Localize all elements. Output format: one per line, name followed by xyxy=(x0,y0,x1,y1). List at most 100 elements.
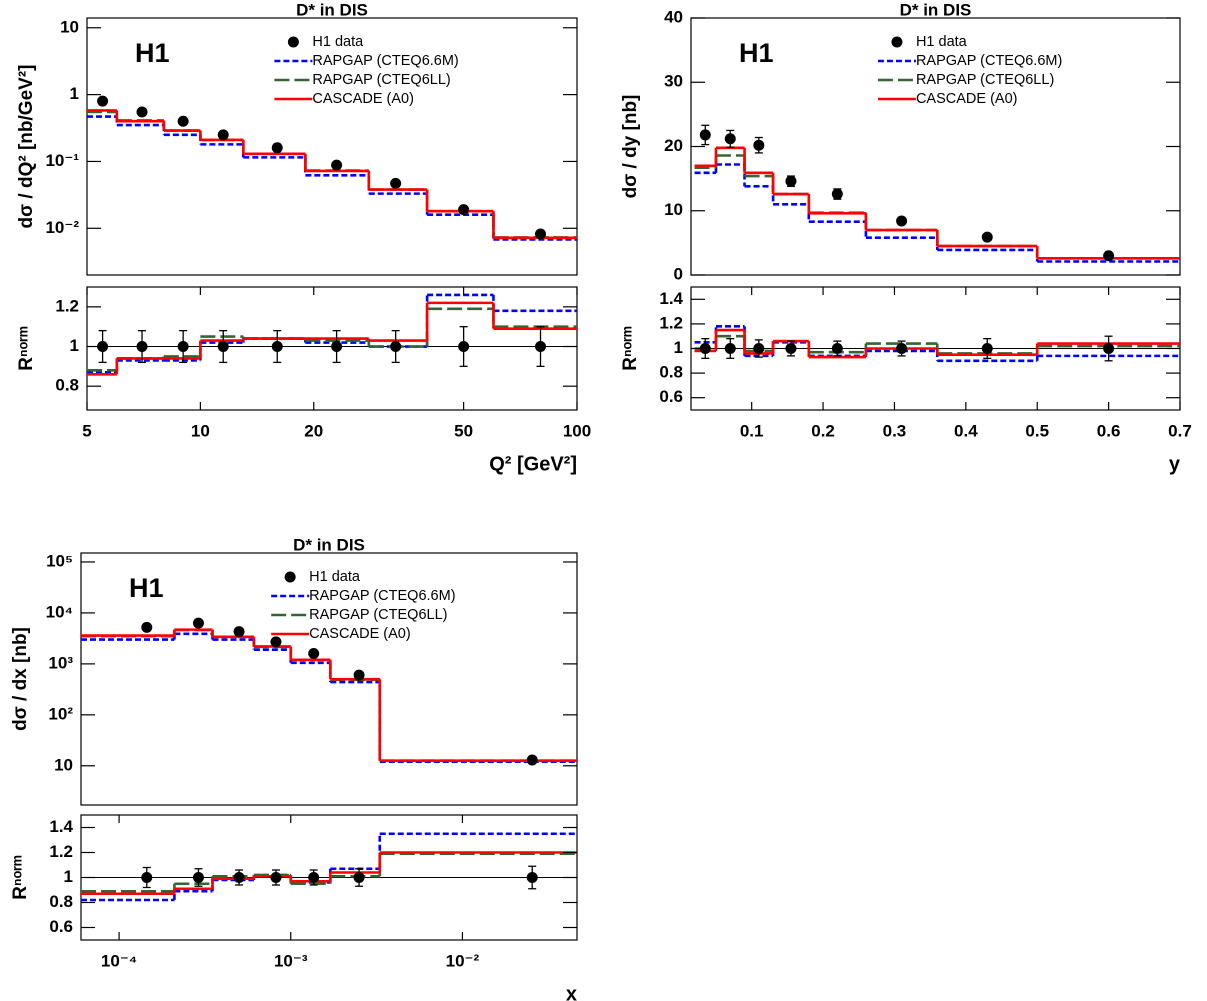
y-tick-label: 10⁴ xyxy=(46,602,73,621)
x-tick-label: 0.3 xyxy=(883,421,907,440)
experiment-label: H1 xyxy=(135,38,170,68)
x-tick-label: 50 xyxy=(454,421,473,440)
x-tick-label: 10 xyxy=(191,421,210,440)
y-tick-label: 1.2 xyxy=(55,296,79,315)
experiment-label: H1 xyxy=(739,38,774,68)
y-tick-label: 0.6 xyxy=(659,387,683,406)
data-point xyxy=(724,133,736,145)
legend-label: RAPGAP (CTEQ6.6M) xyxy=(312,53,458,69)
data-point xyxy=(831,188,843,200)
data-point xyxy=(271,142,283,154)
data-point xyxy=(270,636,282,648)
data-point xyxy=(353,872,365,883)
chart-title: D* in DIS xyxy=(900,0,972,19)
y-tick-label: 1.4 xyxy=(659,289,683,308)
data-point xyxy=(141,621,153,633)
y-tick-label: 1.4 xyxy=(49,817,73,836)
data-point xyxy=(192,872,204,883)
data-point xyxy=(699,129,711,141)
chart-title: D* in DIS xyxy=(296,0,368,19)
y-axis-label: dσ / dx [nb] xyxy=(10,627,31,731)
x-axis-label: x xyxy=(566,983,577,1001)
data-point xyxy=(353,669,365,681)
legend-label: RAPGAP (CTEQ6LL) xyxy=(309,607,447,623)
y-tick-label: 0 xyxy=(674,264,683,283)
data-point xyxy=(192,617,204,629)
x-axis-label: y xyxy=(1169,453,1181,475)
legend-label: RAPGAP (CTEQ6.6M) xyxy=(309,588,455,604)
y-axis-label: Rⁿᵒʳᵐ xyxy=(620,326,641,371)
data-point xyxy=(136,106,148,118)
plot-area xyxy=(87,293,577,376)
y-axis-label: Rⁿᵒʳᵐ xyxy=(16,326,37,371)
y-tick-label: 0.8 xyxy=(49,892,73,911)
data-point xyxy=(308,872,320,883)
data-point xyxy=(177,115,189,127)
data-point xyxy=(271,341,283,353)
legend-label: RAPGAP (CTEQ6LL) xyxy=(312,72,450,88)
data-point xyxy=(831,343,843,354)
plot-area xyxy=(81,832,577,902)
chart-title: D* in DIS xyxy=(293,535,365,554)
y-axis-label: dσ / dy [nb] xyxy=(620,95,641,199)
y-tick-label: 10 xyxy=(60,17,79,36)
y-tick-label: 10² xyxy=(48,704,73,723)
legend-label: H1 data xyxy=(309,569,361,585)
legend-label: RAPGAP (CTEQ6.6M) xyxy=(916,53,1062,69)
plot-area xyxy=(87,95,577,241)
data-point xyxy=(753,343,765,354)
legend-marker xyxy=(284,571,296,583)
legend-label: CASCADE (A0) xyxy=(312,91,414,107)
legend-marker xyxy=(891,36,903,48)
data-point xyxy=(141,872,153,883)
data-point xyxy=(217,129,229,141)
data-point xyxy=(785,175,797,187)
data-point xyxy=(724,343,736,354)
legend-label: H1 data xyxy=(916,34,968,50)
x-tick-label: 0.1 xyxy=(740,421,764,440)
data-point xyxy=(1103,250,1115,262)
y-tick-label: 10 xyxy=(664,200,683,219)
y-axis-label: Rⁿᵒʳᵐ xyxy=(10,855,31,900)
data-point xyxy=(526,754,538,766)
legend-label: H1 data xyxy=(312,34,364,50)
data-point xyxy=(390,341,402,353)
y-tick-label: 10³ xyxy=(48,653,73,672)
legend-marker xyxy=(287,36,299,48)
data-point xyxy=(136,341,148,353)
x-tick-label: 5 xyxy=(82,421,91,440)
data-point xyxy=(699,343,711,354)
data-point xyxy=(981,231,993,243)
data-point xyxy=(458,341,470,353)
data-point xyxy=(785,343,797,354)
y-tick-label: 1 xyxy=(674,338,683,357)
x-tick-label: 0.4 xyxy=(954,421,978,440)
x-axis-label: Q² [GeV²] xyxy=(489,453,577,475)
data-point xyxy=(233,626,245,638)
y-tick-label: 10 xyxy=(54,755,73,774)
y-tick-label: 1.2 xyxy=(49,842,73,861)
data-point xyxy=(233,872,245,883)
y-tick-label: 0.8 xyxy=(55,376,79,395)
x-tick-label: 20 xyxy=(304,421,323,440)
y-tick-label: 10⁻² xyxy=(45,218,79,237)
legend-label: RAPGAP (CTEQ6LL) xyxy=(916,72,1054,88)
y-tick-label: 10⁻¹ xyxy=(45,151,79,170)
data-point xyxy=(177,341,189,353)
data-point xyxy=(97,95,109,107)
data-point xyxy=(1103,343,1115,354)
data-point xyxy=(535,341,547,353)
data-point xyxy=(390,177,402,189)
x-tick-label: 0.5 xyxy=(1025,421,1049,440)
data-point xyxy=(753,139,765,151)
data-point xyxy=(331,159,343,171)
data-point xyxy=(217,341,229,353)
plot-area xyxy=(691,325,1180,363)
data-point xyxy=(308,647,320,659)
y-tick-label: 40 xyxy=(664,7,683,26)
y-tick-label: 0.6 xyxy=(49,917,73,936)
y-tick-label: 1 xyxy=(70,84,79,103)
x-tick-label: 0.6 xyxy=(1097,421,1121,440)
y-tick-label: 0.8 xyxy=(659,363,683,382)
data-point xyxy=(270,872,282,883)
